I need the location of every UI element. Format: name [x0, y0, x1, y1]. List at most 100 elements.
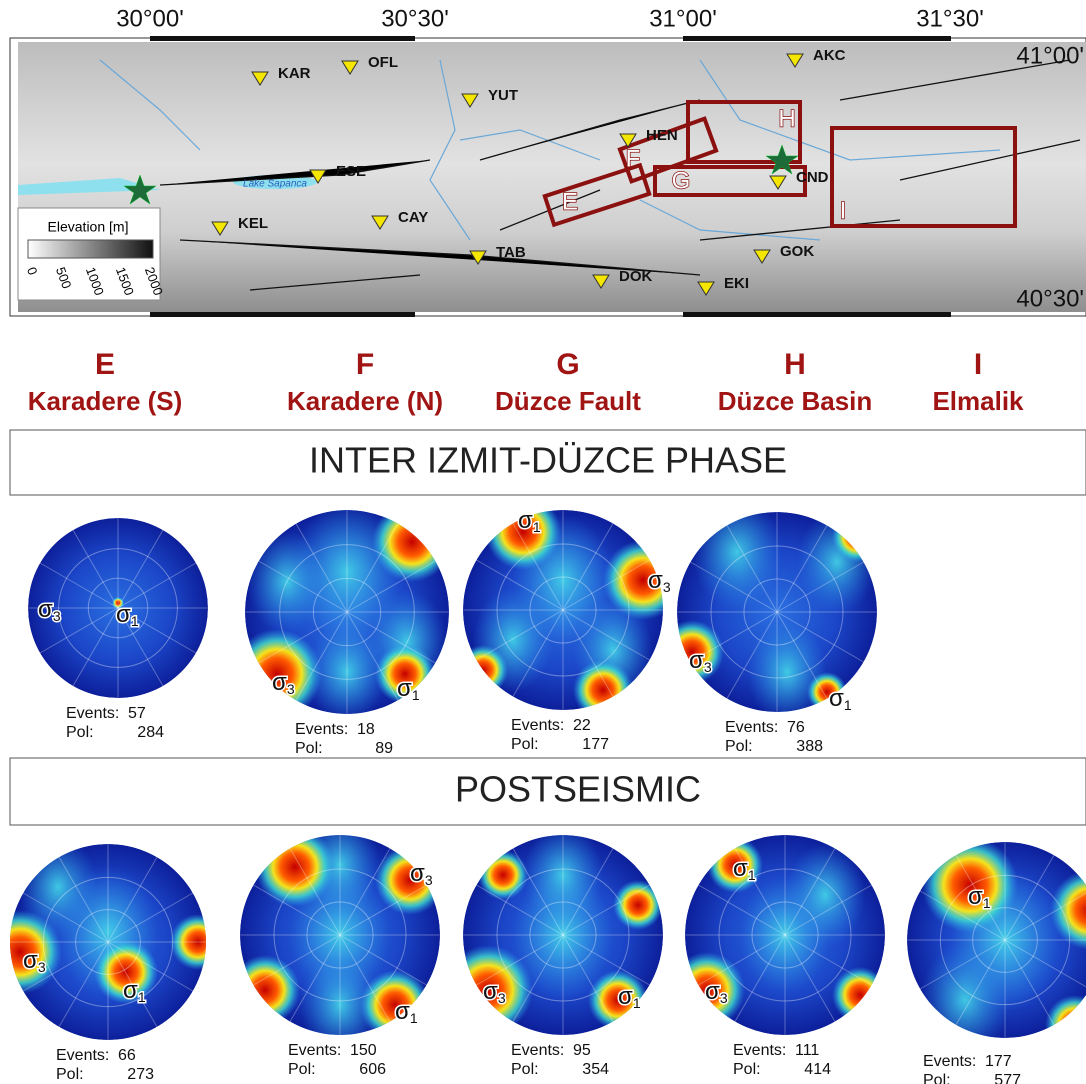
column-letter: H [784, 348, 806, 381]
sigma-index: 1 [412, 687, 420, 703]
sigma-symbol: σ [123, 977, 138, 1004]
pol-label: Pol: [56, 1066, 84, 1083]
sigma-symbol: σ [689, 647, 704, 674]
events-value: 95 [573, 1042, 591, 1059]
pol-value: 177 [582, 736, 609, 753]
pol-label: Pol: [295, 740, 323, 757]
column-letter: F [356, 348, 374, 381]
events-value: 76 [787, 719, 805, 736]
stereonet: σ1 σ3 [458, 494, 683, 720]
events-label: Events: [295, 721, 348, 738]
pol-label: Pol: [511, 1061, 539, 1078]
longitude-label: 31°30' [916, 5, 984, 32]
sigma-label: σ1 [395, 998, 418, 1025]
longitude-label: 30°00' [116, 5, 184, 32]
density-high [372, 502, 452, 582]
events-value: 66 [118, 1047, 136, 1064]
sigma-symbol: σ [518, 507, 533, 534]
sigma-symbol: σ [410, 860, 425, 887]
station-label: CAY [398, 209, 428, 226]
sigma-symbol: σ [397, 675, 412, 702]
stereonet: σ3σ1 [230, 813, 445, 1057]
figure: 30°00'30°30'31°00'31°30'41°00'40°30'KARO… [0, 0, 1086, 1084]
events-label: Events: [56, 1047, 109, 1064]
station-label: DOK [619, 268, 653, 285]
column-letter: E [95, 348, 115, 381]
region-label: G [672, 167, 691, 194]
events-value: 22 [573, 717, 591, 734]
column-name: Karadere (S) [28, 386, 183, 416]
stereonet-fill [907, 837, 1086, 1059]
column-name: Düzce Fault [495, 386, 641, 416]
events-value: 150 [350, 1042, 377, 1059]
sigma-symbol: σ [733, 855, 748, 882]
column-letter: G [556, 348, 579, 381]
sigma-symbol: σ [272, 669, 287, 696]
density-high [573, 660, 633, 720]
events-label: Events: [66, 705, 119, 722]
column-name: Düzce Basin [718, 386, 873, 416]
sigma-label: σ1 [518, 507, 541, 534]
density-high [613, 880, 663, 930]
legend-title: Elevation [m] [48, 219, 129, 235]
density-high [230, 955, 300, 1025]
sigma-index: 3 [53, 608, 61, 624]
longitude-label: 31°00' [649, 5, 717, 32]
sigma-index: 1 [844, 697, 852, 713]
density-low [785, 843, 865, 947]
sigma-symbol: σ [829, 685, 844, 712]
pol-value: 354 [582, 1061, 609, 1078]
density-low [920, 942, 1010, 1059]
column-name: Elmalik [932, 386, 1024, 416]
sigma-symbol: σ [116, 601, 131, 628]
density-low [797, 510, 877, 614]
station-label: HEN [646, 127, 678, 144]
station-label: YUT [488, 87, 518, 104]
sigma-index: 1 [410, 1010, 418, 1026]
pol-value: 606 [359, 1061, 386, 1078]
stereonet-fill [660, 494, 882, 725]
density-high [255, 827, 335, 907]
pol-value: 89 [375, 740, 393, 757]
events-label: Events: [923, 1053, 976, 1070]
sigma-index: 1 [983, 895, 991, 911]
sigma-index: 3 [425, 872, 433, 888]
sigma-symbol: σ [618, 983, 633, 1010]
events-label: Events: [725, 719, 778, 736]
density-high [458, 645, 508, 695]
pol-label: Pol: [725, 738, 753, 755]
sigma-symbol: σ [483, 978, 498, 1005]
lake-label: Lake Sapanca [243, 179, 307, 190]
sigma-label: σ3 [648, 567, 671, 594]
density-low [473, 588, 553, 692]
pol-value: 414 [804, 1061, 831, 1078]
density-high [478, 850, 528, 900]
sigma-index: 3 [498, 990, 506, 1006]
stereonet-fill [669, 835, 888, 1035]
sigma-index: 1 [138, 989, 146, 1005]
column-name: Karadere (N) [287, 386, 443, 416]
map [10, 36, 1086, 317]
events-value: 111 [795, 1042, 819, 1059]
stereonet-fill [0, 835, 226, 1040]
density-low [747, 620, 827, 724]
pol-label: Pol: [733, 1061, 761, 1078]
pol-value: 388 [796, 738, 823, 755]
station-label: KEL [238, 215, 268, 232]
sigma-index: 1 [533, 519, 541, 535]
pol-label: Pol: [288, 1061, 316, 1078]
sigma-index: 3 [287, 681, 295, 697]
events-label: Events: [733, 1042, 786, 1059]
region-label: F [626, 145, 641, 172]
events-value: 177 [985, 1053, 1012, 1070]
pol-label: Pol: [66, 724, 94, 741]
density-high [832, 967, 888, 1023]
sigma-label: σ3 [410, 860, 433, 887]
events-value: 18 [357, 721, 375, 738]
events-label: Events: [511, 1042, 564, 1059]
station-label: EKI [724, 275, 749, 292]
sigma-index: 3 [704, 659, 712, 675]
